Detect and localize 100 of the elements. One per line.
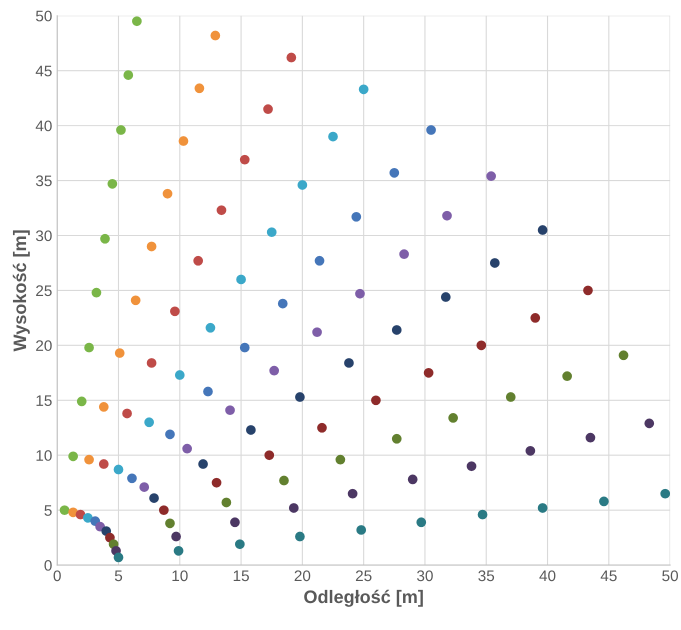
point <box>314 256 324 266</box>
x-tick-label: 5 <box>114 570 122 582</box>
point <box>392 325 402 335</box>
point <box>392 434 402 444</box>
x-tick-label: 10 <box>172 570 188 582</box>
point <box>108 178 118 189</box>
point <box>295 392 305 402</box>
point <box>210 30 220 40</box>
point <box>114 552 124 562</box>
point <box>174 546 184 556</box>
point <box>586 432 596 443</box>
point <box>279 476 289 486</box>
point <box>266 227 277 238</box>
x-axis-title: Odległość [m] <box>304 590 423 607</box>
point <box>76 396 87 406</box>
y-tick-label: 20 <box>36 340 52 352</box>
point <box>336 454 346 464</box>
point <box>399 249 409 260</box>
y-tick-label: 0 <box>44 560 52 571</box>
point <box>178 136 188 146</box>
point <box>158 505 169 516</box>
point <box>182 444 192 454</box>
point <box>216 205 226 216</box>
point <box>538 225 548 235</box>
point <box>222 498 232 508</box>
point <box>269 366 280 376</box>
point <box>170 306 180 316</box>
point <box>478 510 488 520</box>
point <box>84 342 94 352</box>
point <box>328 132 338 142</box>
point <box>76 510 86 520</box>
point <box>144 417 154 428</box>
point <box>246 425 256 435</box>
point <box>236 274 246 284</box>
point <box>162 188 172 199</box>
point <box>348 488 358 499</box>
point <box>286 52 296 62</box>
point <box>660 488 670 499</box>
y-tick-label: 35 <box>36 175 52 186</box>
point <box>356 525 366 535</box>
point <box>127 473 137 484</box>
point <box>139 482 150 492</box>
point <box>351 212 362 222</box>
x-tick-label: 50 <box>662 570 678 582</box>
point <box>203 386 213 396</box>
point <box>426 125 436 135</box>
point <box>240 154 250 165</box>
point <box>644 418 654 428</box>
point <box>122 408 132 418</box>
point <box>448 413 458 423</box>
point <box>198 459 208 469</box>
y-tick-label: 15 <box>36 395 52 406</box>
point <box>476 340 486 350</box>
point <box>230 517 240 528</box>
point <box>408 474 418 484</box>
point <box>165 430 175 440</box>
point <box>344 358 354 368</box>
point <box>130 295 141 306</box>
point <box>486 171 496 182</box>
x-tick-label: 30 <box>417 570 433 582</box>
point <box>114 464 124 474</box>
point <box>530 313 540 323</box>
point <box>146 358 156 368</box>
point <box>562 371 572 381</box>
y-tick-label: 50 <box>36 10 52 22</box>
point <box>288 503 299 513</box>
point <box>358 84 369 94</box>
point <box>599 496 609 506</box>
point <box>84 454 94 464</box>
point <box>171 532 181 542</box>
point <box>263 104 273 114</box>
point <box>317 422 327 433</box>
point <box>278 298 288 308</box>
point <box>114 348 125 358</box>
point <box>424 368 434 378</box>
point <box>416 517 426 528</box>
point <box>389 168 400 178</box>
point <box>355 288 365 299</box>
point <box>490 258 500 268</box>
point <box>264 450 274 460</box>
point <box>149 493 159 503</box>
point <box>60 505 70 516</box>
y-tick-label: 40 <box>36 120 52 132</box>
point <box>82 513 93 523</box>
point <box>100 234 110 244</box>
point <box>466 461 476 472</box>
point <box>116 125 126 135</box>
point <box>442 210 452 221</box>
point <box>206 322 216 333</box>
point <box>240 342 250 352</box>
point <box>212 478 222 488</box>
x-tick-label: 0 <box>54 570 61 582</box>
y-tick-label: 30 <box>36 230 52 242</box>
x-tick-label: 25 <box>356 570 372 582</box>
x-tick-label: 45 <box>600 570 617 582</box>
point <box>92 288 102 298</box>
x-tick-label: 20 <box>294 570 310 582</box>
point <box>165 518 175 528</box>
point <box>234 539 245 550</box>
point <box>526 446 536 456</box>
